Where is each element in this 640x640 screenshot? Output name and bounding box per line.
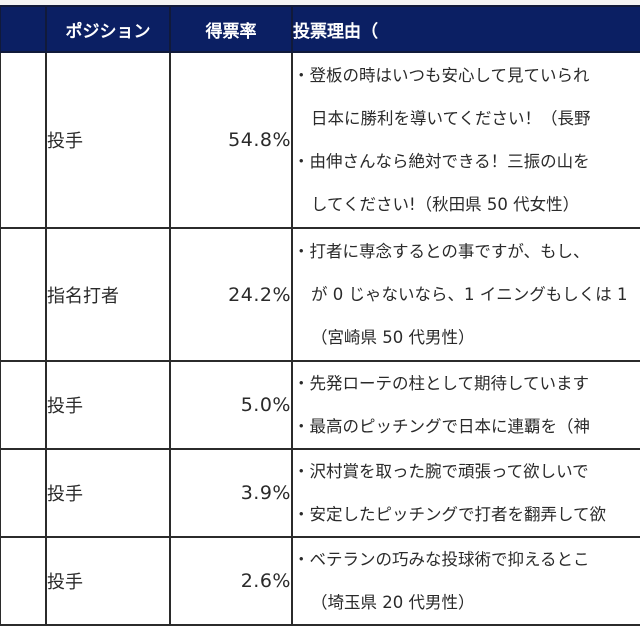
reason-cell: ・先発ローテの柱として期待しています ・最高のピッチングで日本に連覇を（神	[291, 360, 640, 450]
top-margin	[0, 0, 640, 5]
reason-line: 日本に勝利を導いてください！（長野	[311, 109, 591, 128]
reason-line: ・登板の時はいつも安心して見ていられ	[293, 66, 590, 85]
header-reason: 投票理由（	[291, 5, 640, 53]
table-row: 投手 54.8% ・登板の時はいつも安心して見ていられ 日本に勝利を導いてくださ…	[0, 51, 640, 229]
reason-line: ・沢村賞を取った腕で頑張って欲しいで	[293, 462, 589, 481]
position-cell: 指名打者	[45, 227, 171, 362]
table-header-row: ポジション 得票率 投票理由（	[0, 5, 640, 53]
rank-cell	[0, 536, 47, 626]
reason-cell: ・登板の時はいつも安心して見ていられ 日本に勝利を導いてください！（長野 ・由伸…	[291, 51, 640, 229]
vote-rate-cell: 24.2%	[169, 227, 293, 362]
header-vote-rate: 得票率	[169, 5, 293, 53]
rank-cell	[0, 227, 47, 362]
reason-cell: ・沢村賞を取った腕で頑張って欲しいで ・安定したピッチングで打者を翻弄して欲	[291, 448, 640, 538]
table-row: 投手 5.0% ・先発ローテの柱として期待しています ・最高のピッチングで日本に…	[0, 360, 640, 450]
reason-line: ・由伸さんなら絶対できる！三振の山を	[293, 152, 590, 171]
reason-line: してください!（秋田県 50 代女性）	[311, 195, 580, 214]
vote-rate-cell: 5.0%	[169, 360, 293, 450]
reason-line: ・安定したピッチングで打者を翻弄して欲	[293, 505, 607, 524]
rank-cell	[0, 51, 47, 229]
reason-line: が 0 じゃないなら、1 イニングもしくは 1	[311, 285, 628, 304]
header-position: ポジション	[45, 5, 171, 53]
table-row: 投手 3.9% ・沢村賞を取った腕で頑張って欲しいで ・安定したピッチングで打者…	[0, 448, 640, 538]
position-cell: 投手	[45, 51, 171, 229]
vote-rate-cell: 3.9%	[169, 448, 293, 538]
reason-cell: ・ベテランの巧みな投球術で抑えるとこ （埼玉県 20 代男性）	[291, 536, 640, 626]
reason-line: （埼玉県 20 代男性）	[311, 593, 475, 612]
vote-rate-cell: 2.6%	[169, 536, 293, 626]
reason-cell: ・打者に専念するとの事ですが、もし、 が 0 じゃないなら、1 イニングもしくは…	[291, 227, 640, 362]
position-cell: 投手	[45, 448, 171, 538]
rank-cell	[0, 360, 47, 450]
reason-line: ・打者に専念するとの事ですが、もし、	[293, 242, 590, 261]
rank-cell	[0, 448, 47, 538]
header-rank	[0, 5, 47, 53]
vote-rate-cell: 54.8%	[169, 51, 293, 229]
reason-line: ・先発ローテの柱として期待しています	[293, 374, 590, 393]
reason-line: ・ベテランの巧みな投球術で抑えるとこ	[293, 550, 590, 569]
table-row: 投手 2.6% ・ベテランの巧みな投球術で抑えるとこ （埼玉県 20 代男性）	[0, 536, 640, 626]
table-row: 指名打者 24.2% ・打者に専念するとの事ですが、もし、 が 0 じゃないなら…	[0, 227, 640, 362]
vote-results-table: ポジション 得票率 投票理由（ 投手 54.8% ・登板の時はいつも安心して見て…	[0, 5, 640, 626]
position-cell: 投手	[45, 360, 171, 450]
position-cell: 投手	[45, 536, 171, 626]
reason-line: （宮崎県 50 代男性）	[311, 328, 475, 347]
reason-line: ・最高のピッチングで日本に連覇を（神	[293, 417, 590, 436]
